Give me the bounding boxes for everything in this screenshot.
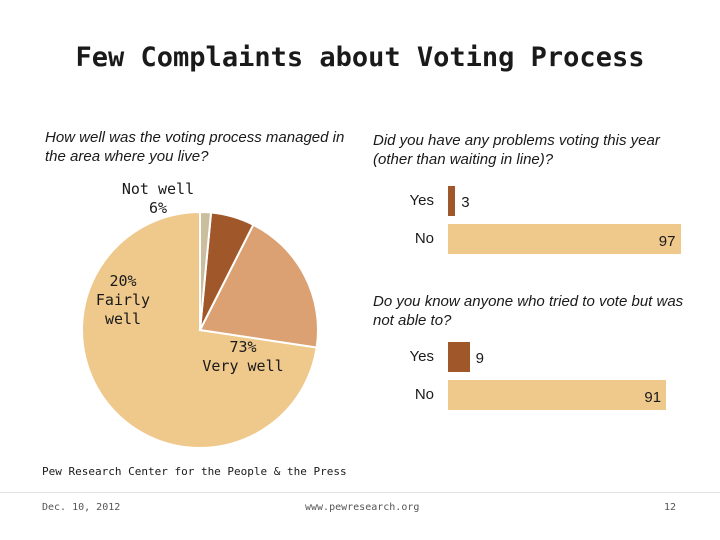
pie-slice-fairly-well: [198, 223, 319, 349]
problems-question: Did you have any problems voting this ye…: [373, 132, 660, 168]
bar-label-no: No: [414, 230, 434, 247]
pie-label-very-well: 73% Very well: [202, 338, 284, 375]
bar-no: [448, 380, 667, 410]
unable-to-vote-bar-chart: Yes 9 No 91: [380, 342, 700, 422]
pie-slice-dont-know: [199, 210, 213, 331]
pie-label-fairly-well: 20% Fairly well: [95, 272, 151, 328]
bar-value-yes: 3: [461, 194, 470, 211]
bar-yes: [448, 186, 456, 216]
bar-label-no: No: [414, 386, 434, 403]
bar-yes: [448, 342, 470, 372]
bar-value-no: 91: [644, 389, 662, 406]
problems-bar-chart: Yes 3 No 97: [380, 186, 700, 266]
footer-date: Dec. 10, 2012: [42, 502, 121, 513]
slide-title: Few Complaints about Voting Process: [75, 42, 645, 73]
bar-no: [448, 224, 681, 254]
bar-label-yes: Yes: [409, 348, 434, 365]
footer-divider: [0, 492, 720, 493]
bar-value-no: 97: [658, 233, 676, 250]
unable-to-vote-question: Do you know anyone who tried to vote but…: [373, 293, 684, 329]
pie-question: How well was the voting process managed …: [45, 129, 345, 165]
pie-chart: [81, 210, 319, 449]
footer-url: www.pewresearch.org: [305, 502, 420, 513]
bar-label-yes: Yes: [409, 192, 434, 209]
pie-label-not-well: Not well 6%: [121, 180, 195, 217]
page-number: 12: [664, 502, 677, 513]
source-note: Pew Research Center for the People & the…: [42, 465, 347, 478]
bar-value-yes: 9: [475, 350, 484, 367]
